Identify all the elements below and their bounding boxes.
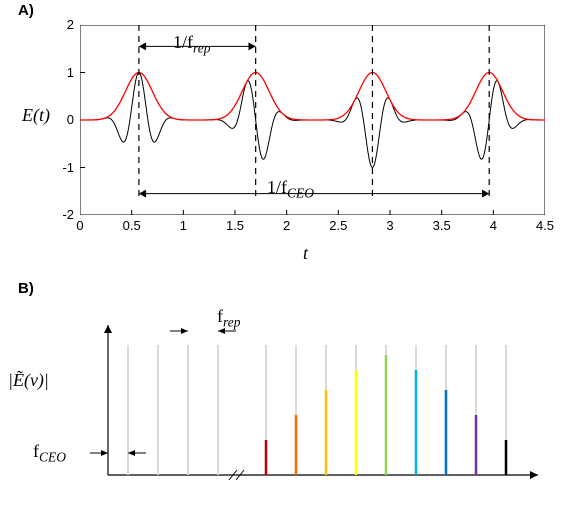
panel-b-label: B) bbox=[18, 280, 34, 297]
eoft-text: E(t) bbox=[22, 105, 50, 125]
xtick-label: 0.5 bbox=[120, 218, 144, 233]
ytick-label: -1 bbox=[52, 160, 74, 175]
frep-sub: rep bbox=[193, 41, 211, 56]
xtick-label: 3 bbox=[378, 218, 402, 233]
enu-text: |Ẽ(ν)| bbox=[8, 370, 49, 390]
fceo-label-b: fCEO bbox=[33, 441, 66, 466]
xtick-label: 4 bbox=[481, 218, 505, 233]
xtick-label: 1.5 bbox=[223, 218, 247, 233]
y-axis-label-b: |Ẽ(ν)| bbox=[8, 370, 49, 391]
x-axis-label-a: t bbox=[303, 243, 308, 264]
xtick-label: 3.5 bbox=[430, 218, 454, 233]
fceo-sub: CEO bbox=[287, 186, 314, 201]
ytick-label: 1 bbox=[52, 65, 74, 80]
xtick-label: 2.5 bbox=[326, 218, 350, 233]
xtick-label: 4.5 bbox=[533, 218, 557, 233]
ytick-label: -2 bbox=[52, 207, 74, 222]
frep-b-sub: rep bbox=[223, 315, 241, 330]
fceo-numer: 1/f bbox=[267, 177, 287, 197]
fceo-b-sub: CEO bbox=[39, 450, 66, 465]
xtick-label: 2 bbox=[275, 218, 299, 233]
one-over-fceo-label: 1/fCEO bbox=[267, 177, 314, 202]
y-axis-label-a: E(t) bbox=[22, 105, 50, 126]
frep-numer: 1/f bbox=[173, 32, 193, 52]
panel-b-plot bbox=[80, 305, 545, 485]
xtick-label: 1 bbox=[171, 218, 195, 233]
one-over-frep-label: 1/frep bbox=[173, 32, 211, 57]
panel-b-svg bbox=[80, 305, 545, 485]
panel-a-label: A) bbox=[18, 2, 34, 19]
ytick-label: 2 bbox=[52, 17, 74, 32]
frep-label-b: frep bbox=[217, 306, 241, 331]
ytick-label: 0 bbox=[52, 112, 74, 127]
